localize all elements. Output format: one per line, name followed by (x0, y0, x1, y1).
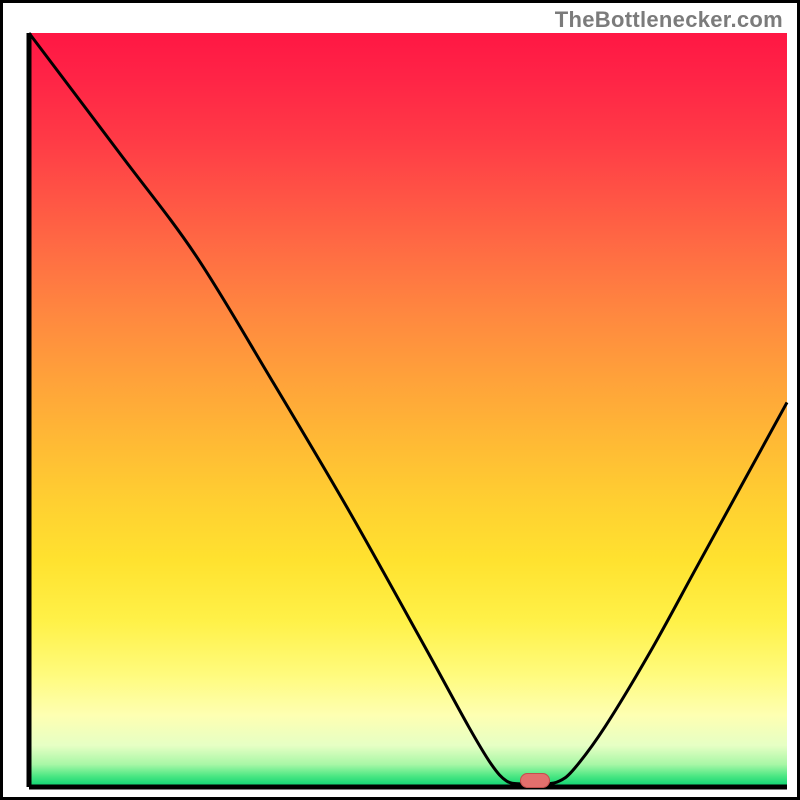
chart-container: TheBottlenecker.com (0, 0, 800, 800)
curve-layer (29, 33, 787, 787)
bottleneck-curve (29, 33, 787, 784)
plot-area (29, 33, 787, 787)
watermark-text: TheBottlenecker.com (555, 7, 783, 33)
optimal-marker (520, 773, 550, 788)
